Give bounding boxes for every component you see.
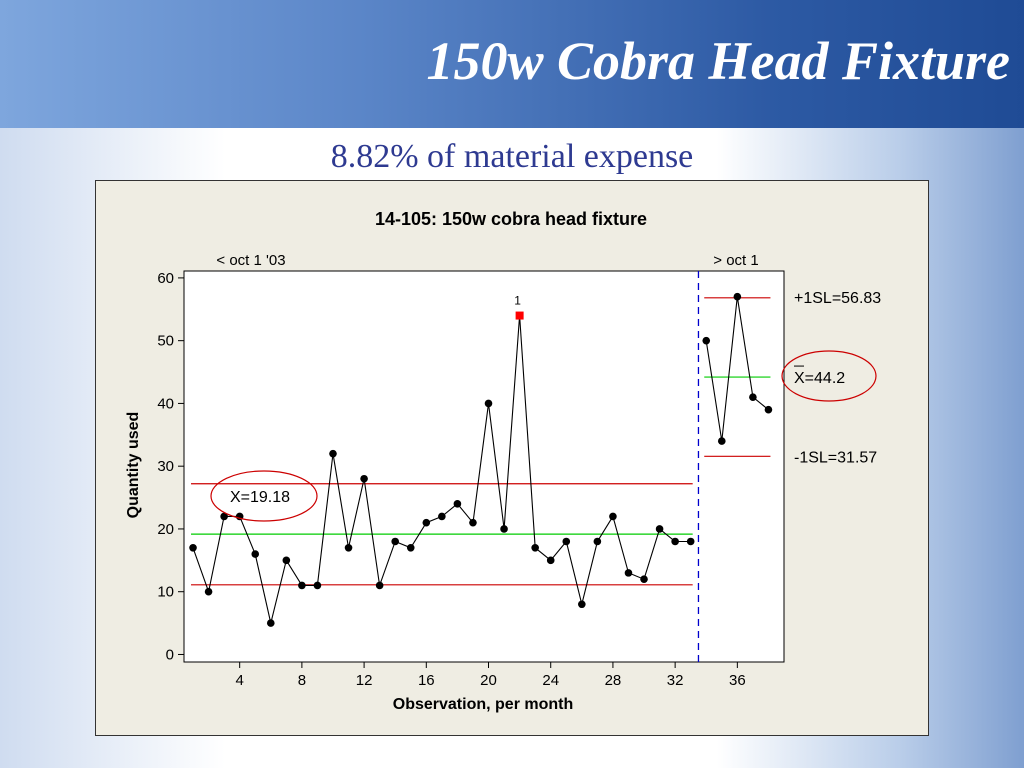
annotations: 1 X=19.18 +1SL=56.83 -1SL=31.57 X=44.2 — [210, 290, 881, 522]
mean-highlight-ellipse-phase-2 — [781, 350, 877, 402]
data-point-obs-21 — [500, 525, 508, 533]
data-point-obs-6 — [266, 619, 275, 627]
data-point-obs-19 — [469, 518, 477, 527]
phase-label-after: > oct 1 — [713, 252, 758, 269]
mean-highlight-ellipse-phase-1 — [210, 470, 318, 522]
slide-title: 150w Cobra Head Fixture — [426, 31, 1010, 91]
data-point-obs-10 — [329, 449, 337, 458]
data-point-obs-29 — [624, 569, 633, 577]
data-series — [189, 292, 773, 627]
data-point-obs-17 — [438, 512, 446, 521]
data-point-obs-12 — [360, 474, 368, 483]
y-tick-label-10: 10 — [157, 584, 174, 601]
x-tick-label-32: 32 — [667, 672, 684, 689]
data-point-obs-27 — [593, 537, 602, 546]
data-point-obs-14 — [391, 537, 399, 546]
data-point-obs-23 — [531, 543, 539, 552]
data-point-obs-30 — [640, 575, 648, 583]
plot-area — [183, 270, 785, 663]
x-tick-label-24: 24 — [542, 672, 559, 689]
data-point-obs-37 — [749, 393, 757, 401]
data-point-obs-35 — [717, 437, 726, 445]
axes: 4 8 12 16 20 24 28 32 36 0 10 20 30 40 50 60 — [157, 270, 745, 689]
data-point-obs-33 — [686, 537, 695, 546]
data-point-obs-18 — [453, 500, 462, 508]
data-point-obs-11 — [344, 543, 353, 552]
data-point-obs-25 — [562, 537, 571, 546]
data-point-obs-24 — [546, 556, 555, 565]
y-tick-label-60: 60 — [157, 270, 174, 287]
x-tick-label-12: 12 — [356, 672, 373, 689]
x-tick-label-8: 8 — [298, 672, 306, 689]
data-point-obs-38 — [764, 405, 773, 414]
x-tick-label-36: 36 — [729, 672, 746, 689]
ucl-label-phase-2: +1SL=56.83 — [794, 290, 881, 307]
slide-subtitle: 8.82% of material expense — [330, 138, 694, 175]
data-point-obs-9 — [313, 581, 322, 590]
y-tick-label-40: 40 — [157, 395, 174, 412]
data-point-obs-36 — [733, 292, 742, 301]
y-tick-label-0: 0 — [166, 646, 174, 663]
data-point-obs-2 — [204, 587, 213, 596]
phase-label-before: < oct 1 '03 — [216, 252, 285, 269]
data-point-obs-28 — [609, 512, 617, 521]
data-point-obs-7 — [282, 556, 291, 565]
data-point-obs-32 — [671, 537, 679, 546]
data-point-obs-3 — [220, 512, 228, 521]
flag-label-obs-22: 1 — [514, 294, 521, 308]
data-point-obs-20 — [484, 399, 493, 408]
y-axis-label: Quantity used — [125, 412, 142, 519]
slide-header: 150w Cobra Head Fixture — [0, 0, 1024, 128]
chart-panel: 14-105: 150w cobra head fixture < oct 1 … — [95, 180, 929, 736]
x-tick-label-4: 4 — [236, 672, 244, 689]
control-chart: 14-105: 150w cobra head fixture < oct 1 … — [125, 209, 881, 713]
lcl-label-phase-2: -1SL=31.57 — [794, 449, 877, 466]
x-tick-label-28: 28 — [605, 672, 622, 689]
x-tick-label-20: 20 — [480, 672, 497, 689]
center-label-phase-2: X=44.2 — [794, 370, 845, 387]
center-label-phase-1: X=19.18 — [230, 489, 290, 506]
data-point-obs-5 — [251, 550, 260, 558]
data-point-obs-1 — [189, 543, 197, 552]
data-point-obs-34 — [702, 336, 711, 345]
data-point-obs-31 — [655, 525, 664, 533]
data-point-obs-8 — [298, 581, 306, 590]
y-tick-label-50: 50 — [157, 333, 174, 350]
data-point-obs-16 — [422, 518, 431, 527]
flagged-point-obs-22 — [515, 311, 524, 320]
control-lines — [191, 271, 771, 662]
y-tick-label-20: 20 — [157, 521, 174, 538]
data-point-obs-13 — [375, 581, 384, 590]
data-point-obs-26 — [578, 600, 586, 609]
y-tick-label-30: 30 — [157, 458, 174, 475]
data-point-obs-15 — [406, 543, 415, 552]
x-tick-label-16: 16 — [418, 672, 435, 689]
chart-title: 14-105: 150w cobra head fixture — [375, 209, 647, 229]
x-axis-label: Observation, per month — [393, 696, 573, 713]
